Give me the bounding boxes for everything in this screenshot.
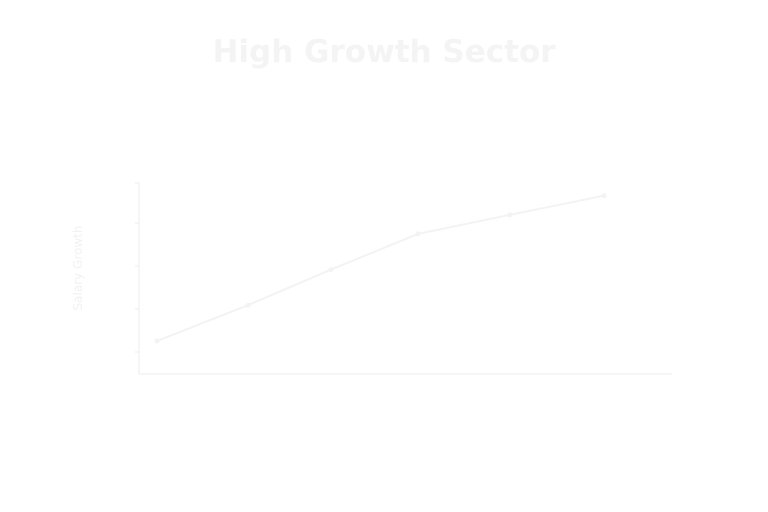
data-point	[601, 193, 607, 199]
y-ticks	[135, 182, 139, 353]
chart-title: High Growth Sector	[212, 34, 556, 70]
data-point	[415, 231, 421, 237]
y-axis-label: Salary Growth	[71, 226, 85, 311]
data-point	[328, 267, 334, 273]
series-layer	[156, 194, 605, 342]
series-line	[156, 194, 605, 342]
data-point	[507, 212, 513, 218]
data-point	[154, 338, 160, 344]
axes	[138, 183, 672, 375]
data-point	[245, 302, 251, 308]
points-layer	[154, 193, 607, 344]
